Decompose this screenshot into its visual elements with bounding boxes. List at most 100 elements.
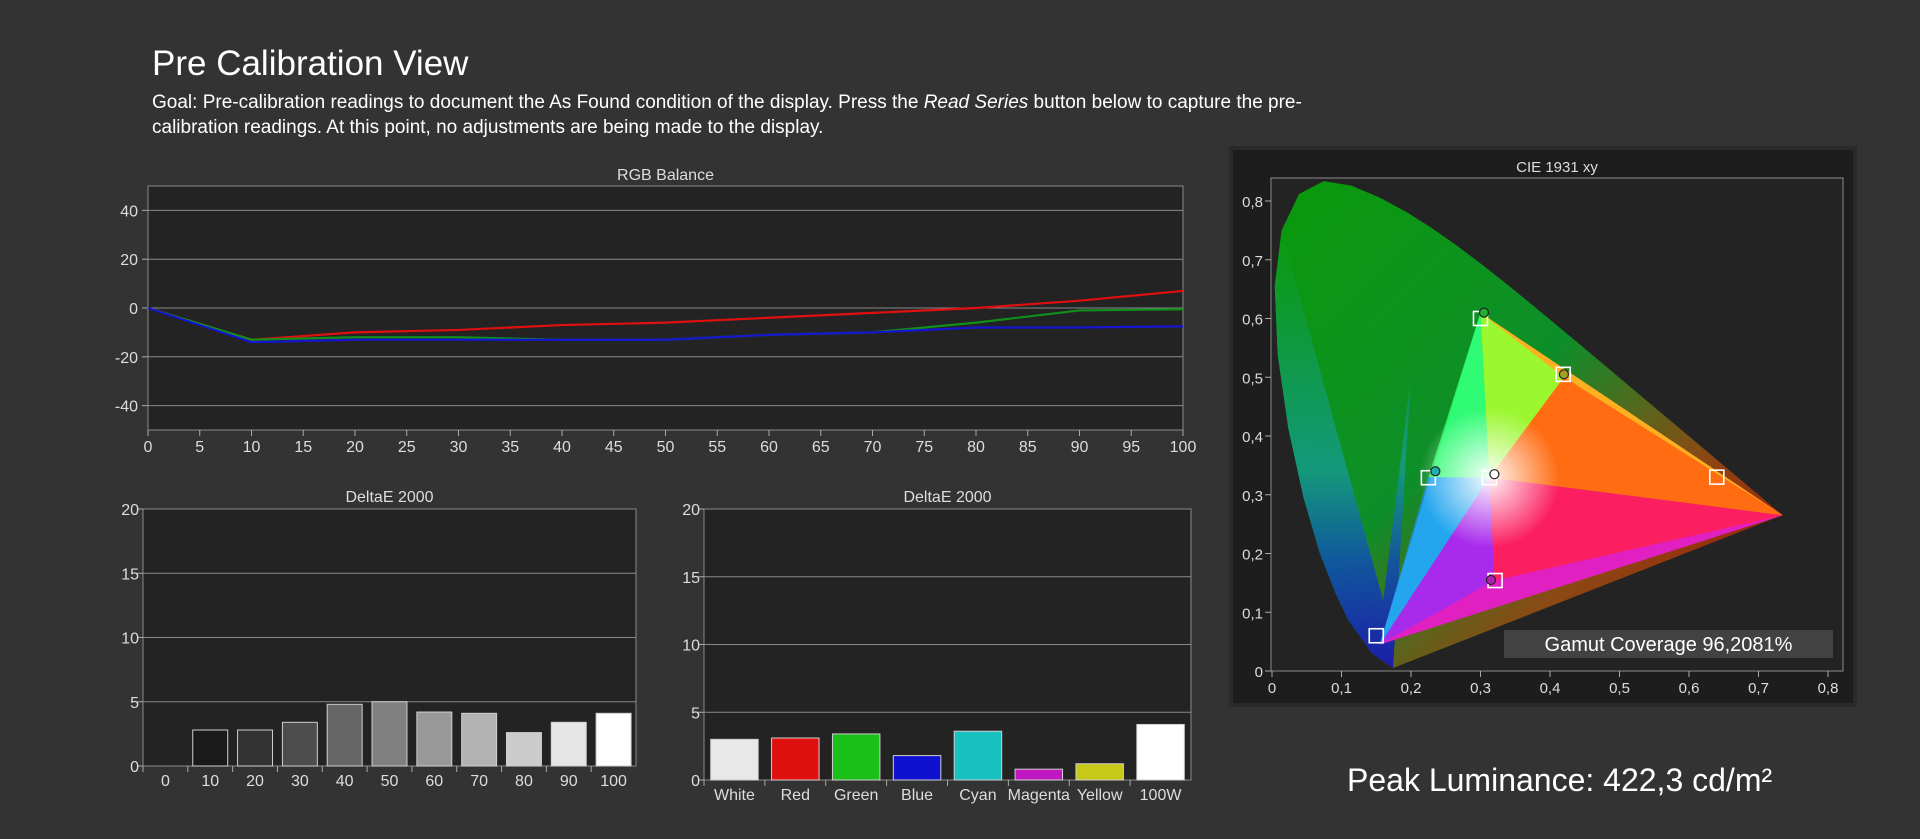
cie-target-red-marker — [1709, 469, 1725, 485]
deltae-colors-bar — [710, 738, 759, 781]
rgb-balance-series-blue-line — [147, 306, 1184, 344]
cie-y-tick-label: 0,1 — [1242, 605, 1263, 622]
deltae-grayscale-y-tick-label: 5 — [130, 695, 139, 712]
cie-y-tick-label: 0,4 — [1242, 429, 1263, 446]
rgb-balance-x-tick-label: 35 — [501, 439, 519, 456]
gamut-coverage-box — [1504, 630, 1833, 658]
cie-gamut-red-magenta — [1489, 477, 1783, 581]
goal-text-suffix: button below to capture the pre-calibrat… — [152, 92, 1302, 138]
cie-y-tick-label: 0,6 — [1242, 312, 1263, 329]
cie-y-tick-label: 0 — [1255, 664, 1263, 681]
rgb-balance-x-tick-label: 80 — [967, 439, 985, 456]
deltae-colors-x-tick-label: Red — [781, 787, 810, 804]
cie-x-tick-label: 0,1 — [1331, 680, 1352, 697]
read-series-reference: Read Series — [923, 92, 1029, 113]
goal-description: Goal: Pre-calibration readings to docume… — [152, 90, 1302, 140]
rgb-balance-x-tick-label: 20 — [346, 439, 364, 456]
rgb-balance-x-tick-label: 50 — [657, 439, 675, 456]
deltae-colors-x-tick-label: White — [714, 787, 755, 804]
deltae-colors-bar — [892, 755, 942, 781]
deltae-grayscale-bar — [192, 729, 229, 767]
deltae-grayscale-bar — [550, 721, 587, 767]
deltae-grayscale-x-tick-label: 100 — [600, 773, 627, 790]
deltae-grayscale-bar — [595, 712, 632, 767]
cie-target-yellow-marker — [1555, 366, 1572, 383]
cie-target-blue-marker — [1368, 627, 1385, 644]
cie-x-tick-label: 0,6 — [1679, 680, 1700, 697]
deltae-grayscale-y-tick-label: 0 — [130, 759, 139, 776]
page-title: Pre Calibration View — [152, 44, 469, 83]
deltae-grayscale-bar — [371, 701, 408, 767]
deltae-grayscale-x-tick-label: 50 — [381, 773, 399, 790]
rgb-balance-x-tick-label: 45 — [605, 439, 623, 456]
deltae-colors-x-tick-label: 100W — [1140, 787, 1183, 804]
rgb-balance-series-red-line — [147, 289, 1184, 341]
cie-measured-yellow-point — [1558, 369, 1570, 380]
cie-x-tick-label: 0,3 — [1470, 680, 1491, 697]
cie-measured-green-point — [1478, 307, 1490, 318]
deltae-colors-bar — [771, 737, 820, 781]
cie-y-tick-label: 0,2 — [1242, 547, 1263, 564]
deltae-grayscale-x-tick-label: 70 — [470, 773, 488, 790]
rgb-balance-title: RGB Balance — [617, 167, 714, 184]
deltae-grayscale-bar — [237, 729, 274, 767]
deltae-colors-bar — [1075, 763, 1124, 781]
rgb-balance-x-tick-label: 100 — [1170, 439, 1197, 456]
deltae-colors-bar — [1014, 768, 1064, 781]
deltae-grayscale-title: DeltaE 2000 — [345, 489, 433, 506]
rgb-balance-x-tick-label: 15 — [294, 439, 312, 456]
cie-measured-cyan-point — [1430, 466, 1441, 477]
cie-measured-magenta-point — [1485, 574, 1497, 586]
deltae-colors-bar — [953, 730, 1003, 781]
deltae-colors-y-tick-label: 15 — [682, 570, 700, 587]
rgb-balance-y-tick-label: 20 — [120, 252, 138, 269]
rgb-balance-x-tick-label: 95 — [1122, 439, 1140, 456]
deltae-colors-x-tick-label: Yellow — [1077, 787, 1123, 804]
deltae-colors-y-tick-label: 20 — [682, 502, 700, 519]
deltae-grayscale-x-tick-label: 20 — [246, 773, 264, 790]
cie-x-tick-label: 0,2 — [1401, 680, 1422, 697]
cie-y-tick-label: 0,8 — [1242, 194, 1263, 211]
cie-title: CIE 1931 xy — [1516, 159, 1598, 176]
rgb-balance-y-tick-label: -20 — [115, 350, 138, 367]
cie-x-tick-label: 0,8 — [1818, 680, 1839, 697]
rgb-balance-x-tick-label: 55 — [708, 439, 726, 456]
deltae-grayscale-x-tick-label: 90 — [560, 773, 578, 790]
deltae-colors-title: DeltaE 2000 — [903, 489, 991, 506]
cie-y-tick-label: 0,3 — [1242, 488, 1263, 505]
rgb-balance-y-tick-label: 40 — [120, 203, 138, 220]
deltae-grayscale-y-tick-label: 15 — [121, 566, 139, 583]
deltae-grayscale-x-tick-label: 10 — [201, 773, 219, 790]
rgb-balance-y-tick-label: 0 — [129, 301, 138, 318]
deltae-colors-x-tick-label: Blue — [901, 787, 933, 804]
peak-luminance: Peak Luminance: 422,3 cd/m² — [1347, 762, 1773, 798]
deltae-grayscale-bar — [461, 712, 498, 767]
deltae-colors-x-tick-label: Green — [834, 787, 878, 804]
deltae-grayscale-bar — [505, 732, 542, 767]
deltae-grayscale-x-tick-label: 0 — [161, 773, 170, 790]
goal-text-prefix: Goal: Pre-calibration readings to docume… — [152, 92, 924, 113]
deltae-grayscale-x-tick-label: 30 — [291, 773, 309, 790]
cie-x-tick-label: 0,4 — [1540, 680, 1561, 697]
deltae-colors-x-tick-label: Cyan — [959, 787, 996, 804]
rgb-balance-x-tick-label: 10 — [243, 439, 261, 456]
rgb-balance-x-tick-label: 65 — [812, 439, 830, 456]
deltae-colors-bar — [1136, 723, 1185, 781]
rgb-balance-x-tick-label: 60 — [760, 439, 778, 456]
deltae-colors-y-tick-label: 0 — [691, 773, 700, 790]
rgb-balance-y-tick-label: -40 — [115, 399, 138, 416]
cie-y-tick-label: 0,5 — [1242, 370, 1263, 387]
cie-white-glow — [1419, 407, 1560, 548]
deltae-colors-x-tick-label: Magenta — [1008, 787, 1070, 804]
deltae-grayscale-bar — [416, 711, 453, 767]
deltae-colors-y-tick-label: 10 — [682, 638, 700, 655]
rgb-balance-x-tick-label: 25 — [398, 439, 416, 456]
cie-x-tick-label: 0,7 — [1748, 680, 1769, 697]
deltae-grayscale-y-tick-label: 10 — [121, 631, 139, 648]
cie-y-tick-label: 0,7 — [1242, 253, 1263, 270]
rgb-balance-x-tick-label: 85 — [1019, 439, 1037, 456]
rgb-balance-x-tick-label: 40 — [553, 439, 571, 456]
deltae-grayscale-x-tick-label: 40 — [336, 773, 354, 790]
rgb-balance-x-tick-label: 90 — [1071, 439, 1089, 456]
